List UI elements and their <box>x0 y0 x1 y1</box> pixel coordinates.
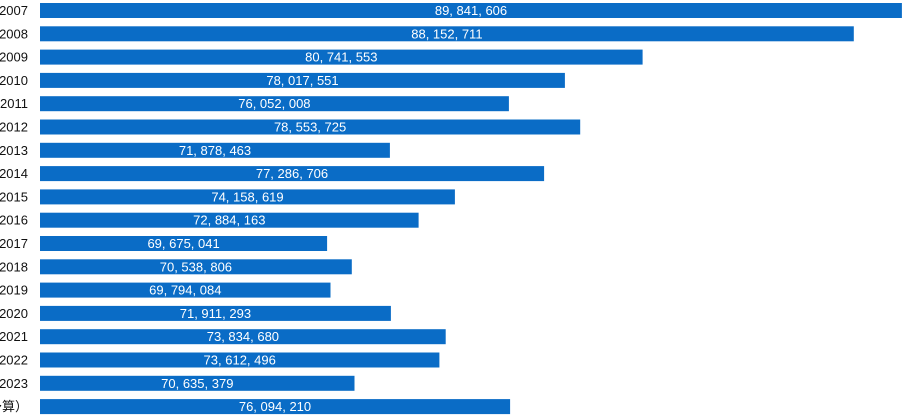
data-label: 89, 841, 606 <box>435 3 507 18</box>
data-label: 88, 152, 711 <box>411 26 482 41</box>
bar-2017 <box>40 236 328 251</box>
data-label: 73, 612, 496 <box>204 353 276 368</box>
category-label: 2020 <box>0 306 28 321</box>
data-label: 69, 794, 084 <box>149 283 221 298</box>
data-label: 76, 094, 210 <box>239 399 311 414</box>
category-label: 2010 <box>0 73 28 88</box>
category-label: 2019 <box>0 283 28 298</box>
category-label: 2016 <box>0 213 28 228</box>
data-label: 72, 884, 163 <box>193 213 265 228</box>
data-label: 80, 741, 553 <box>305 50 377 65</box>
data-label: 77, 286, 706 <box>256 166 328 181</box>
bar-2013 <box>40 142 390 158</box>
category-label: 2021 <box>0 329 28 344</box>
bar-2020 <box>40 305 391 321</box>
bar-予算） <box>40 399 511 415</box>
bar-2008 <box>40 26 854 42</box>
bar-2007 <box>40 3 902 18</box>
bar-2019 <box>40 282 331 298</box>
bar-2010 <box>40 72 565 88</box>
category-label: 2012 <box>0 120 28 135</box>
data-label: 71, 911, 293 <box>180 306 251 321</box>
data-label: 76, 052, 008 <box>238 96 310 111</box>
data-label: 70, 635, 379 <box>161 376 233 391</box>
bar-2021 <box>40 329 446 345</box>
bar-2014 <box>40 166 545 182</box>
category-label: 2018 <box>0 259 28 274</box>
bar-2015 <box>40 189 455 205</box>
category-label: 2022 <box>0 353 28 368</box>
data-label: 69, 675, 041 <box>147 236 219 251</box>
bar-2009 <box>40 49 643 65</box>
bar-2018 <box>40 259 352 275</box>
data-label: 74, 158, 619 <box>211 189 283 204</box>
category-label: 2015 <box>0 189 28 204</box>
category-label: 2008 <box>0 26 28 41</box>
bar-2012 <box>40 119 581 135</box>
data-label: 78, 017, 551 <box>266 73 338 88</box>
category-label: 予算） <box>0 399 28 414</box>
category-label: 2009 <box>0 50 28 65</box>
data-label: 73, 834, 680 <box>207 329 279 344</box>
category-label: 2014 <box>0 166 28 181</box>
category-label: 2013 <box>0 143 28 158</box>
category-label: 2011 <box>0 96 28 111</box>
bar-2023 <box>40 375 355 391</box>
data-label: 78, 553, 725 <box>274 120 346 135</box>
category-label: 2023 <box>0 376 28 391</box>
category-label: 2007 <box>0 3 28 18</box>
bar-2022 <box>40 352 440 368</box>
data-label: 70, 538, 806 <box>160 259 232 274</box>
bar-2016 <box>40 212 419 228</box>
bar-2011 <box>40 96 509 112</box>
category-label: 2017 <box>0 236 28 251</box>
data-label: 71, 878, 463 <box>179 143 251 158</box>
